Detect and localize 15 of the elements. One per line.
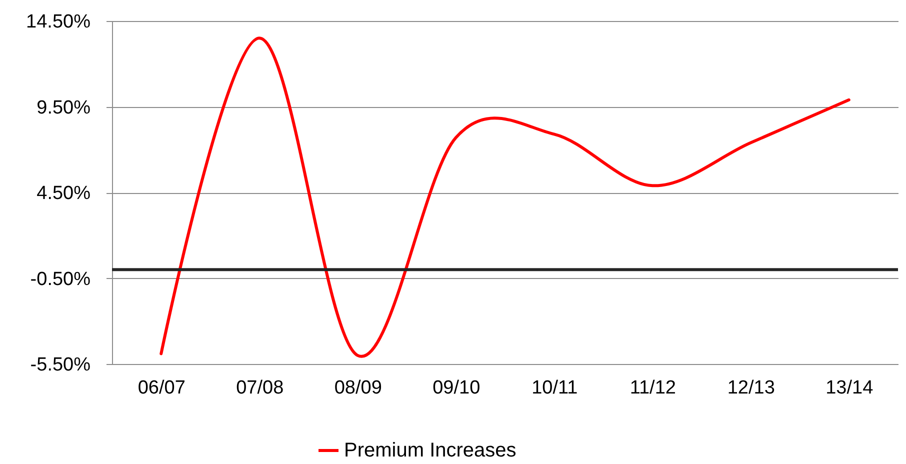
x-tick-label: 11/12 bbox=[630, 378, 676, 398]
x-tick-label: 12/13 bbox=[727, 378, 775, 398]
y-tick-label: -5.50% bbox=[30, 354, 91, 376]
x-tick-label: 09/10 bbox=[432, 378, 480, 398]
y-tick-label: -0.50% bbox=[30, 268, 91, 290]
y-tick-label: 14.50% bbox=[26, 12, 91, 32]
x-tick-label: 06/07 bbox=[138, 378, 186, 398]
x-tick-label: 07/08 bbox=[236, 378, 284, 398]
legend-label: Premium Increases bbox=[344, 440, 516, 462]
x-tick-label: 10/11 bbox=[532, 378, 578, 398]
y-tick-label: 4.50% bbox=[36, 183, 91, 204]
x-tick-label: 08/09 bbox=[334, 378, 382, 398]
x-tick-label: 13/14 bbox=[826, 378, 874, 398]
y-tick-label: 9.50% bbox=[36, 97, 91, 118]
line-series bbox=[160, 36, 850, 357]
